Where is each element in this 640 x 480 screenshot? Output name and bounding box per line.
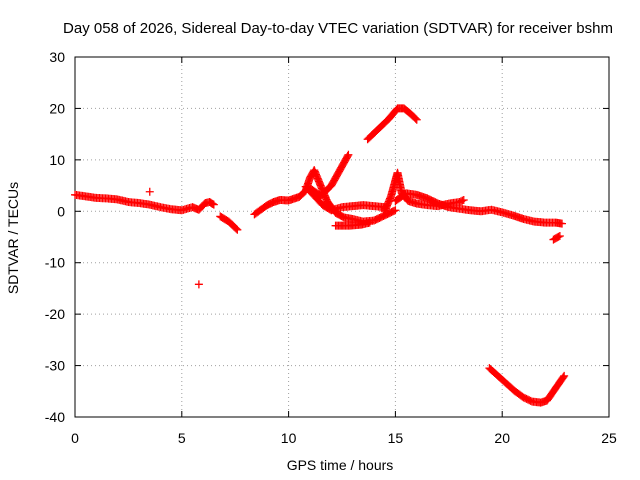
y-tick-label: -20 bbox=[45, 306, 65, 322]
plot-frame bbox=[74, 56, 610, 418]
y-tick-label: 30 bbox=[49, 49, 65, 65]
data-point bbox=[365, 218, 374, 227]
data-point bbox=[343, 152, 352, 160]
data-point bbox=[554, 232, 563, 241]
y-tick-labels: 30 20 10 0 -10 -20 -30 -40 bbox=[45, 49, 65, 425]
data-point bbox=[145, 187, 154, 196]
data-point bbox=[233, 225, 242, 234]
y-tick-label: 20 bbox=[49, 100, 65, 116]
data-point bbox=[209, 200, 218, 209]
x-axis-label: GPS time / hours bbox=[287, 457, 394, 473]
x-tick-label: 5 bbox=[178, 430, 186, 446]
data-point bbox=[555, 231, 564, 240]
data-point bbox=[559, 373, 568, 382]
data-point bbox=[560, 371, 569, 380]
y-axis-label: SDTVAR / TECUs bbox=[5, 182, 21, 294]
data-point bbox=[459, 195, 468, 204]
tick-marks bbox=[74, 56, 610, 418]
x-tick-label: 0 bbox=[71, 430, 79, 446]
x-tick-labels: 0 5 10 15 20 25 bbox=[71, 430, 617, 446]
x-tick-label: 20 bbox=[494, 430, 510, 446]
data-point bbox=[391, 206, 400, 215]
data-point bbox=[194, 280, 203, 289]
y-tick-label: 0 bbox=[57, 203, 65, 219]
data-point bbox=[558, 219, 567, 228]
x-tick-label: 15 bbox=[388, 430, 404, 446]
y-tick-label: 10 bbox=[49, 152, 65, 168]
x-tick-label: 25 bbox=[601, 430, 617, 446]
y-tick-label: -40 bbox=[45, 409, 65, 425]
data-points bbox=[71, 104, 569, 407]
data-point bbox=[232, 224, 241, 233]
x-tick-label: 10 bbox=[281, 430, 297, 446]
data-point bbox=[412, 115, 421, 124]
data-point bbox=[458, 196, 467, 205]
data-point bbox=[411, 114, 420, 123]
y-tick-label: -10 bbox=[45, 255, 65, 271]
plot-area-background bbox=[75, 57, 609, 417]
y-tick-label: -30 bbox=[45, 358, 65, 374]
chart-title: Day 058 of 2026, Sidereal Day-to-day VTE… bbox=[63, 20, 613, 37]
data-point bbox=[344, 150, 353, 159]
